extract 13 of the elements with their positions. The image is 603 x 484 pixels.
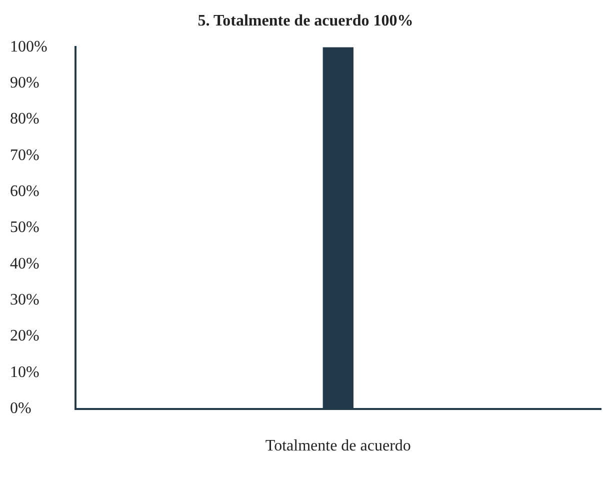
y-tick-label: 30% bbox=[10, 292, 40, 309]
y-tick-label: 50% bbox=[10, 219, 40, 236]
y-tick-label: 40% bbox=[10, 255, 40, 272]
y-tick-label: 70% bbox=[10, 146, 40, 164]
y-tick-label: 0% bbox=[10, 400, 32, 418]
y-tick-label: 90% bbox=[10, 74, 40, 92]
y-tick-label: 60% bbox=[10, 183, 40, 200]
y-tick-label: 100% bbox=[10, 38, 48, 56]
chart-title: 5. Totalmente de acuerdo 100% bbox=[198, 12, 414, 30]
x-tick-label: Totalmente de acuerdo bbox=[265, 438, 411, 455]
y-tick-label: 10% bbox=[10, 364, 40, 381]
y-tick-label: 80% bbox=[10, 110, 40, 128]
y-tick-label: 20% bbox=[10, 328, 40, 345]
